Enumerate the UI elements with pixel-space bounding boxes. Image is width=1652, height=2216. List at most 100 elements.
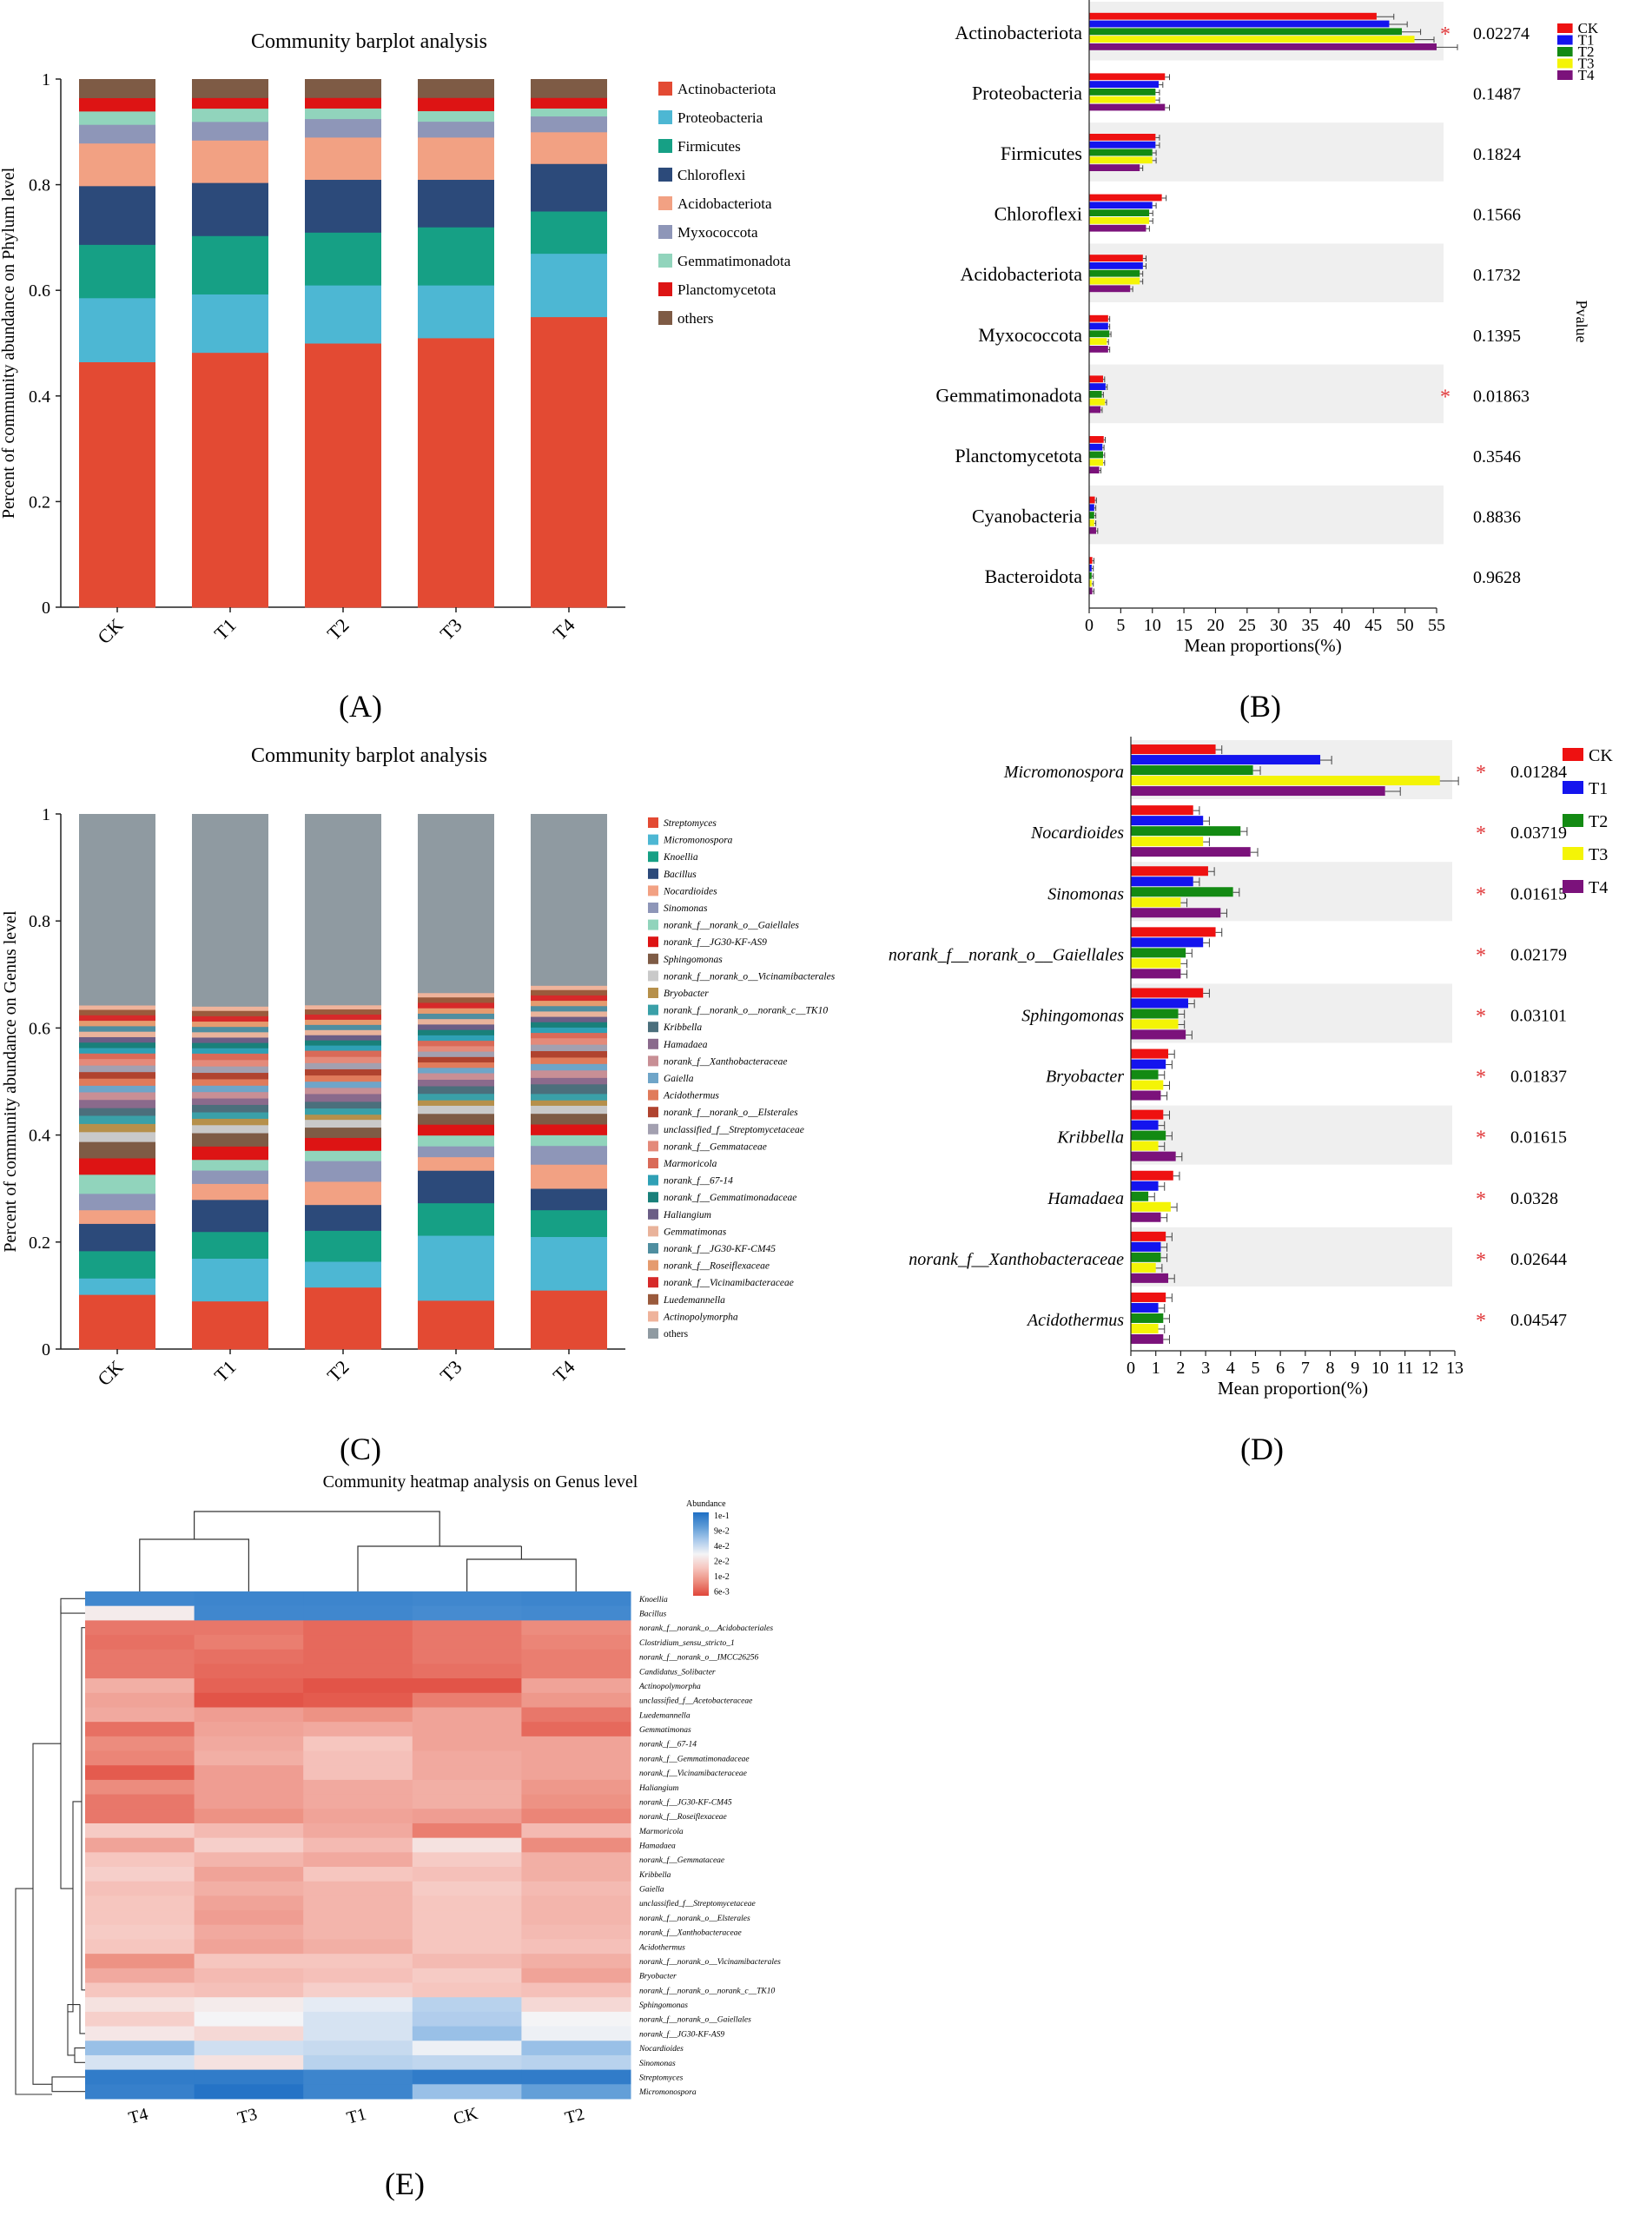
legend-label-myxococcota: Myxococcota [677,224,758,241]
bar-acidobacteriota-t2 [1089,269,1140,277]
category-label-gemmatimonadota: Gemmatimonadota [935,384,1082,406]
column-label-t4: T4 [127,2105,150,2128]
bar-segment-luedemannella-ck [79,1009,155,1015]
heat-cell-unclassified-f-streptomycetaceae-ck [412,1895,522,1911]
bar-segment-sphingomonas-t4 [531,1113,607,1125]
legend-swatch-knoellia [648,851,658,863]
x-tick-label: 5 [1116,616,1125,635]
heat-cell-actinopolymorpha-t3 [194,1678,304,1694]
legend-swatch-norank-f-gemmataceae [648,1141,658,1152]
bar-segment-gemmatimonadota-t2 [305,108,381,120]
legend-label-norank-f-norank-o-vicinamibacterales: norank_f__norank_o__Vicinamibacterales [664,971,836,982]
column-label-t1: T1 [345,2105,368,2128]
legend-label-planctomycetota: Planctomycetota [677,281,776,298]
bar-segment-norank-f-gemmataceae-t4 [531,1037,607,1045]
bar-actinobacteriota-t2 [1089,28,1402,36]
row-label-knoellia: Knoellia [638,1596,668,1604]
row-label-norank-f-jg30-kf-cm45: norank_f__JG30-KF-CM45 [639,1797,732,1807]
legend-label-t3: T3 [1589,845,1608,864]
bar-segment-norank-f-jg30-kf-as9-t3 [418,1124,494,1136]
bar-segment-micromonospora-t2 [305,1261,381,1288]
category-label-norank-f-xanthobacteraceae: norank_f__Xanthobacteraceae [909,1250,1124,1269]
column-label-t2: T2 [563,2105,586,2128]
bar-segment-firmicutes-t1 [192,235,268,294]
bar-segment-proteobacteria-t2 [305,285,381,344]
x-tick-label: T4 [549,1356,579,1386]
chart-title: Community heatmap analysis on Genus leve… [323,1472,638,1492]
bar-planctomycetota-t4 [1089,466,1100,473]
row-dendrogram-branch [60,1605,73,1889]
bar-segment-gemmatimonadota-ck [79,110,155,125]
bar-segment-norank-f-norank-o-elsterales-ck [79,1071,155,1079]
legend-label-norank-f-xanthobacteraceae: norank_f__Xanthobacteraceae [664,1056,787,1067]
bar-chloroflexi-t2 [1089,209,1150,216]
bar-segment-others-ck [79,814,155,1006]
legend-label-t2: T2 [1589,812,1608,831]
heat-cell-gaiella-t2 [521,1881,631,1896]
bar-segment-gaiella-ck [79,1085,155,1093]
bar-segment-knoellia-t1 [192,1231,268,1259]
bar-segment-norank-f-norank-o-gaiellales-t2 [305,1150,381,1161]
heat-cell-sphingomonas-t4 [85,1997,195,2013]
bar-hamadaea-t3 [1131,1201,1171,1212]
legend-swatch-t2 [1557,47,1573,56]
bar-segment-gemmatimonas-t4 [531,1010,607,1017]
chart-title: Community barplot analysis [251,744,487,767]
heat-cell-norank-f-jg30-kf-cm45-t2 [521,1794,631,1809]
legend-swatch-luedemannella [648,1293,658,1305]
legend-label-others: others [677,310,714,327]
row-label-streptomyces: Streptomyces [639,2074,684,2082]
category-label-sinomonas: Sinomonas [1047,884,1124,903]
bar-segment-norank-f-norank-o-norank-c-tk10-t2 [305,1108,381,1115]
bar-segment-norank-f-norank-o-vicinamibacterales-t3 [418,1105,494,1115]
heat-cell-hamadaea-t3 [194,1837,304,1853]
heat-cell-norank-f-norank-o-gaiellales-t4 [85,2011,195,2027]
x-tick-label: 3 [1201,1359,1210,1378]
heat-cell-norank-f-gemmatimonadaceae-t1 [303,1750,413,1766]
bar-firmicutes-t3 [1089,156,1153,164]
bar-segment-norank-f-norank-o-gaiellales-t3 [418,1134,494,1147]
row-label-bacillus: Bacillus [639,1611,666,1619]
heat-cell-unclassified-f-acetobacteraceae-t2 [521,1692,631,1708]
x-tick-label: T3 [436,614,466,645]
heat-cell-nocardioides-t4 [85,2041,195,2056]
heat-cell-norank-f-norank-o-imcc26256-t1 [303,1649,413,1664]
bar-segment-acidothermus-t3 [418,1062,494,1068]
heat-cell-nocardioides-ck [412,2041,522,2056]
bar-segment-norank-f-roseiflexaceae-t1 [192,1021,268,1028]
row-label-sphingomonas: Sphingomonas [639,2001,688,2010]
bar-sphingomonas-t1 [1131,998,1188,1009]
bar-norank-f-norank-o-gaiellales-ck [1131,927,1216,937]
heat-cell-luedemannella-t1 [303,1707,413,1723]
x-tick-label: 4 [1226,1359,1235,1378]
heat-cell-micromonospora-ck [412,2084,522,2100]
legend-swatch-gemmatimonas [648,1226,658,1237]
legend-label-acidobacteriota: Acidobacteriota [677,195,772,212]
heat-cell-knoellia-ck [412,1591,522,1607]
category-label-norank-f-norank-o-gaiellales: norank_f__norank_o__Gaiellales [889,945,1124,964]
bar-segment-myxococcota-t2 [305,118,381,138]
category-label-sphingomonas: Sphingomonas [1021,1006,1124,1025]
bar-segment-myxococcota-t4 [531,116,607,133]
heat-cell-sinomonas-ck [412,2054,522,2071]
bar-segment-others-t3 [418,814,494,994]
heat-cell-nocardioides-t2 [521,2041,631,2056]
bar-segment-norank-f-norank-o-gaiellales-t4 [531,1134,607,1147]
bar-kribbella-t2 [1131,1130,1166,1141]
bar-segment-norank-f-norank-o-norank-c-tk10-t3 [418,1093,494,1101]
bar-segment-norank-f-norank-o-norank-c-tk10-t1 [192,1112,268,1119]
significance-marker: * [1476,944,1486,967]
bar-segment-bacillus-t2 [305,1204,381,1231]
row-band [1131,1105,1452,1165]
bar-myxococcota-t1 [1089,322,1108,330]
bar-segment-haliangium-t2 [305,1035,381,1041]
legend-swatch-ck [1557,23,1573,33]
bar-segment-norank-f-vicinamibacteraceae-t1 [192,1015,268,1022]
heat-cell-haliangium-t2 [521,1779,631,1796]
column-dendrogram-branch [139,1538,249,1591]
heat-cell-norank-f-norank-o-gaiellales-t2 [521,2011,631,2027]
category-label-chloroflexi: Chloroflexi [995,203,1082,225]
heat-cell-norank-f-jg30-kf-as9-ck [412,2026,522,2041]
heat-cell-bryobacter-t2 [521,1968,631,1984]
legend-label-norank-f-norank-o-norank-c-tk10: norank_f__norank_o__norank_c__TK10 [664,1006,828,1016]
